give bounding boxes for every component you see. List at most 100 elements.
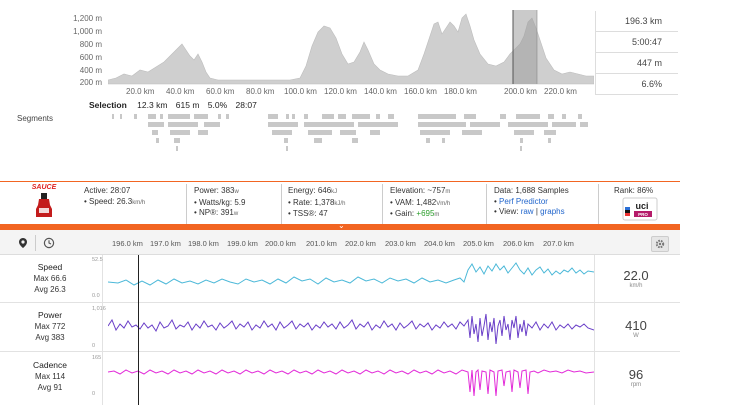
stat-gain-label: Gain: [395,209,415,218]
streams-panel [0,255,680,405]
stat-rank-title: Rank: [614,186,635,195]
speed-line [108,262,594,286]
elevation-x-tick: 80.0 km [246,87,275,96]
power-current-value: 410 [625,318,647,333]
distance-axis-tick: 201.0 km [306,239,337,248]
stat-rate-label: Rate: [293,197,313,207]
stat-power-title: Power: [194,186,219,195]
cadence-stream-chart[interactable] [108,356,594,400]
power-scale-bottom: 0 [92,343,96,349]
sauce-logo[interactable]: SAUCE [22,184,66,222]
cadence-name: Cadence [32,360,68,370]
stats-top-rule [0,181,680,182]
clock-button[interactable] [40,236,58,250]
distance-axis-tick: 197.0 km [150,239,181,248]
stat-rank-value: 86% [637,186,654,195]
toolbar-divider [35,235,36,251]
distance-axis-tick: 196.0 km [112,239,143,248]
summary-climb: 447 m [596,53,678,74]
stat-view-label: View: [499,207,519,216]
stat-np-value: 391 [220,208,234,217]
stat-power-value: 383 [221,186,235,195]
perf-predictor-link[interactable]: Perf Predictor [499,196,548,206]
speed-current-unit: km/h [629,283,643,289]
view-graphs-link[interactable]: graphs [540,207,565,216]
stat-elevation-title: Elevation: [390,186,426,195]
selection-climb: 615 m [175,100,200,110]
distance-axis-tick: 198.0 km [188,239,219,248]
power-row-label: Power Max 772 Avg 383 [0,310,100,343]
panel-divider-bar[interactable]: ⌄ [0,221,680,230]
elevation-y-tick: 1,000 m [73,27,102,36]
label-column-divider [102,255,103,405]
position-cursor-line[interactable] [138,255,139,405]
power-current: 410 W [595,318,677,339]
selection-distance: 12.3 km [137,100,168,110]
selection-summary: Selection 12.3 km 615 m 5.0% 28:07 [89,100,257,110]
elevation-y-tick: 800 m [79,40,102,49]
speed-avg: Avg 26.3 [34,285,66,294]
stat-tss-value: 47 [318,209,328,218]
power-avg: Avg 383 [35,333,65,342]
distance-axis-tick: 199.0 km [227,239,258,248]
stat-rank: Rank: 86% [614,186,653,197]
segments-track[interactable] [108,112,594,160]
stat-elevation: Elevation: ~757m • VAM: 1,482Vm/h • Gain… [390,186,451,218]
cadence-current: 96 rpm [595,367,677,388]
cadence-line [108,368,594,397]
speed-stream-chart[interactable] [108,258,594,300]
stat-gain-unit: m [434,212,440,218]
stat-data: Data: 1,688 Samples • Perf Predictor • V… [494,186,569,216]
expand-handle-icon[interactable]: ⌄ [338,221,345,230]
view-raw-link[interactable]: raw [520,207,534,216]
elevation-x-tick: 100.0 km [284,87,317,96]
stat-vam-label: VAM: [395,197,414,207]
stat-divider [598,184,599,224]
speed-current: 22.0 km/h [595,268,677,289]
stat-active-value: 28:07 [110,186,131,195]
selection-label: Selection [89,100,127,110]
distance-axis-tick: 204.0 km [424,239,455,248]
stat-wkg-value: 5.9 [234,197,246,207]
clock-icon [43,237,55,249]
uci-badge-icon[interactable]: uci PRO [622,197,658,221]
settings-button[interactable] [651,236,669,252]
stat-elevation-value: ~757 [427,186,446,195]
stat-energy-value: 646 [317,186,332,195]
stat-wkg-label: Watts/kg: [199,197,233,207]
power-max: Max 772 [34,322,66,331]
stat-power-unit: w [234,189,239,195]
view-separator: | [535,207,538,216]
cadence-current-value: 96 [628,367,644,382]
speed-name: Speed [37,262,63,272]
summary-grade: 6.6% [596,74,678,95]
stat-power: Power: 383w • Watts/kg: 5.9 • NP®: 391w [194,186,246,217]
distance-axis-tick: 202.0 km [345,239,376,248]
stat-speed-unit: km/h [132,199,146,206]
elevation-y-tick: 200 m [79,78,102,87]
stat-np-label: NP®: [199,208,219,217]
power-line [108,313,594,345]
map-pin-button[interactable] [14,236,32,250]
stat-divider [382,184,383,224]
stat-vam-unit: Vm/h [436,200,451,207]
elevation-x-tick: 160.0 km [404,87,437,96]
stat-divider [281,184,282,224]
distance-axis-tick: 205.0 km [463,239,494,248]
power-stream-chart[interactable] [108,306,594,350]
stat-rate-unit: kJ/h [334,200,346,207]
elevation-x-tick: 140.0 km [364,87,397,96]
segments-label: Segments [17,114,54,123]
sauce-logo-text: SAUCE [31,184,57,191]
summary-time: 5:00:47 [596,32,678,53]
summary-box: 196.3 km 5:00:47 447 m 6.6% [595,11,678,95]
elevation-y-tick: 1,200 m [73,14,102,23]
hot-sauce-bottle-icon [36,193,52,217]
stat-active-title: Active: [84,186,109,195]
power-scale-top: 1,016 [92,306,106,312]
elevation-profile[interactable] [108,10,594,86]
stat-speed-label: Speed: [89,196,115,206]
stat-elevation-unit: m [445,189,451,195]
selection-time: 28:07 [235,100,257,110]
stat-speed-value: 26.3 [116,196,133,206]
